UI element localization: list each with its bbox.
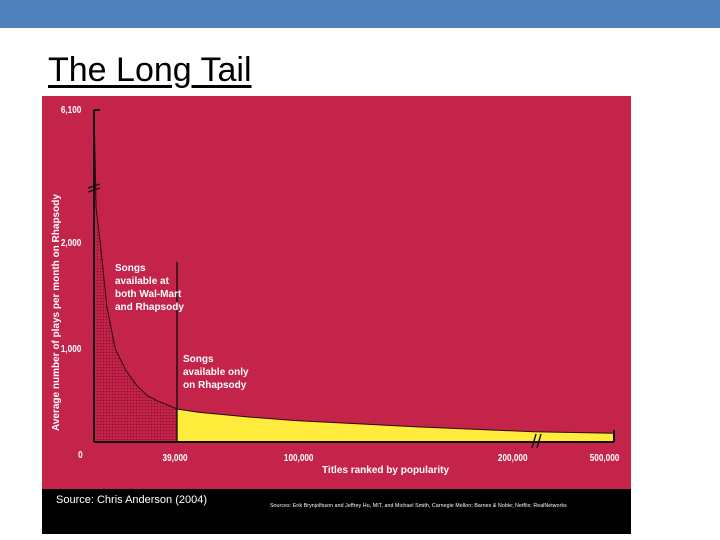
y-axis-break-mark	[87, 183, 101, 193]
top-accent-bar	[0, 0, 720, 28]
x-axis-break-mark	[531, 433, 542, 449]
annotation-shared-songs: Songs available at both Wal-Mart and Rha…	[115, 263, 184, 313]
slide-title: The Long Tail	[48, 51, 252, 89]
source-caption: Source: Chris Anderson (2004)	[56, 494, 208, 506]
credits-caption: Sources: Erik Brynjolfsson and Jeffrey H…	[270, 503, 567, 509]
y-tick-label: 6,100	[61, 104, 81, 115]
head-area-fill	[94, 110, 177, 442]
x-tick-label: 500,000	[590, 452, 620, 463]
x-tick-label: 39,000	[163, 452, 188, 463]
y-axis-title: Average number of plays per month on Rha…	[51, 194, 62, 431]
long-tail-chart: 6,100 2,000 1,000 0 39,000 100,000 200,0…	[51, 104, 620, 476]
y-tick-label: 1,000	[61, 343, 81, 354]
series-curve	[93, 109, 615, 434]
x-tick-label: 100,000	[284, 452, 314, 463]
credits-strip	[42, 489, 631, 534]
annotation-rhapsody-only: Songs available only on Rhapsody	[183, 354, 251, 391]
y-tick-label: 0	[78, 449, 83, 460]
x-tick-label: 200,000	[498, 452, 528, 463]
tail-area-fill	[177, 409, 614, 442]
y-tick-label: 2,000	[61, 237, 81, 248]
long-tail-figure: 6,100 2,000 1,000 0 39,000 100,000 200,0…	[42, 96, 631, 534]
x-axis-title: Titles ranked by popularity	[322, 465, 450, 476]
